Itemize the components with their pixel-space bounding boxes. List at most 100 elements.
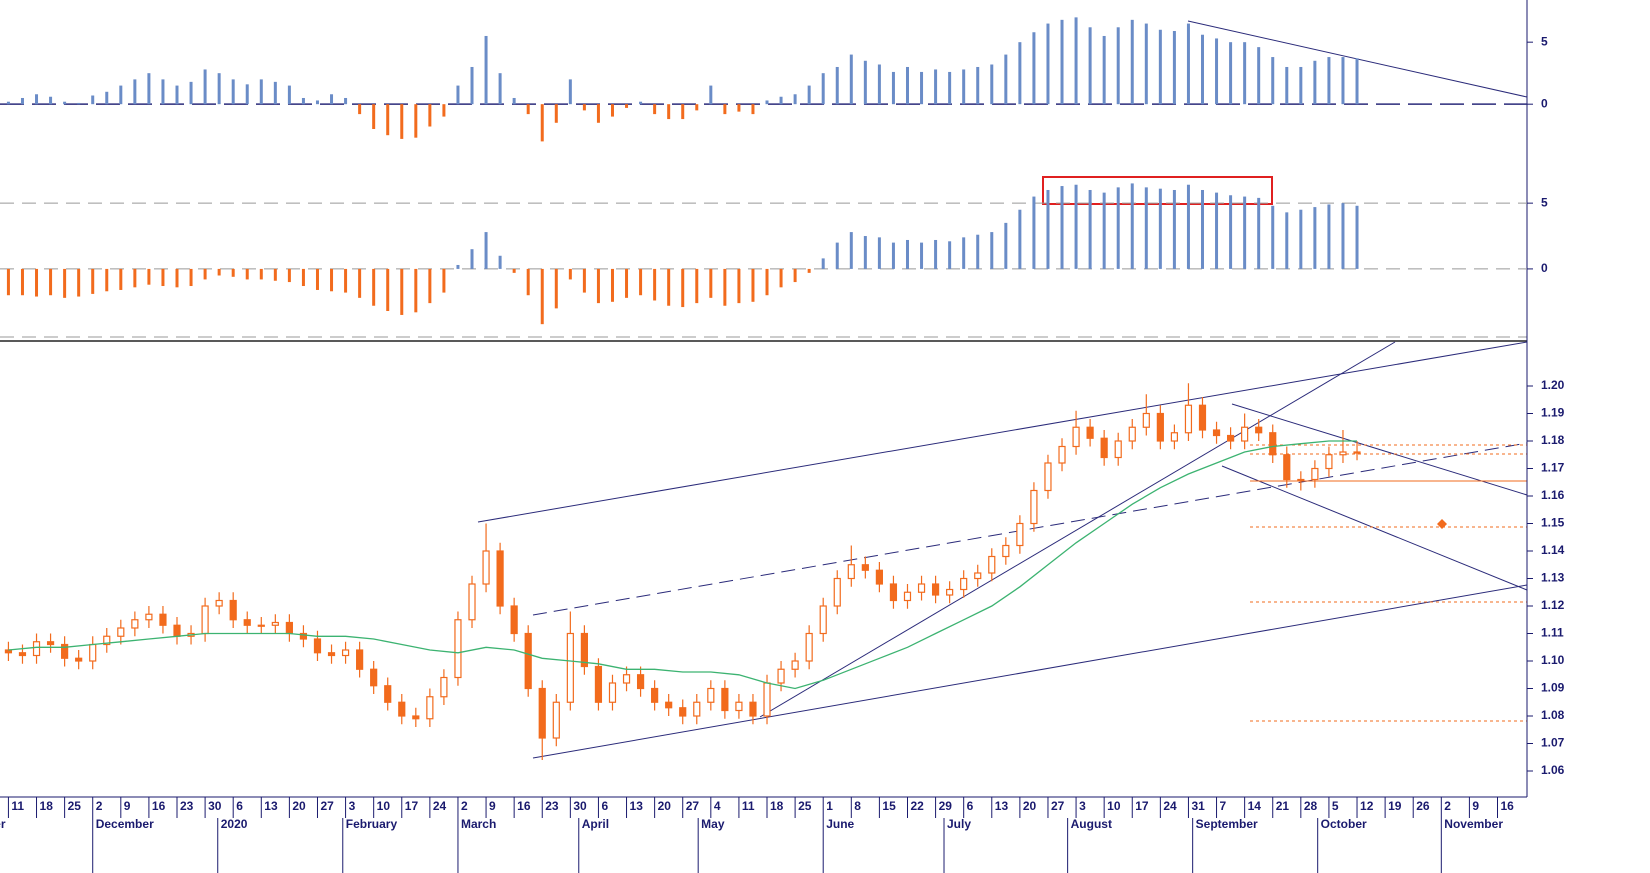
candle-body [875,569,883,585]
bar [105,91,109,105]
bar [596,104,600,123]
marker [1437,519,1447,529]
bar [1004,54,1008,105]
candle-body [819,605,827,635]
candle-body [1311,467,1319,481]
y-tick-label: 1.12 [1541,598,1565,612]
bar [386,104,390,136]
bar [1200,34,1204,105]
bar [1130,19,1134,105]
bar [189,81,193,105]
bar [119,268,123,290]
bar [287,85,291,105]
bar [133,79,137,105]
bar [681,268,685,308]
x-tick-label: 25 [798,799,812,813]
bar [20,268,24,296]
bar [470,249,474,269]
bar [1004,222,1008,269]
bar [582,268,586,293]
candle-body [18,652,27,657]
bar [119,85,123,105]
month-label: December [96,817,154,831]
bar [330,94,334,105]
bar [1355,205,1359,269]
candle-body [1156,412,1164,442]
candle-body [229,599,237,621]
bar [133,268,137,288]
bar [1102,35,1106,105]
x-tick-label: 3 [349,799,356,813]
x-tick-label: 9 [1472,799,1479,813]
bar [934,239,938,269]
bar [526,104,530,115]
trend-line [532,584,1528,759]
panel: 1.06 1.07 1.08 1.09 1.10 1.11 1.12 1.13 1.14 1.15… [0,378,1565,873]
y-tick-label: 1.06 [1541,763,1565,777]
candle-body [889,583,898,602]
bar [1271,205,1275,269]
bar [344,97,348,105]
bar [1243,42,1247,105]
bar [1046,23,1050,105]
bar [653,268,657,301]
month-label: October [1321,817,1367,831]
x-tick-label: 15 [882,799,896,813]
bar [1200,189,1204,269]
bar [442,268,446,293]
candle-body [974,572,982,580]
bar [35,94,39,105]
bar [1116,187,1120,269]
bar [1060,19,1064,105]
bar [582,104,586,111]
month-label: August [1071,817,1112,831]
candle-body [988,555,996,574]
candle-body [1353,451,1361,454]
bar [765,100,769,105]
bar [540,268,544,325]
bar [175,268,179,288]
trend-line [1231,403,1528,496]
candle-body [1184,404,1193,434]
bar [1158,29,1162,105]
month-label: 2020 [221,817,248,831]
x-tick-label: 3 [1079,799,1086,813]
candle-body [1128,426,1136,442]
month-label: February [346,817,398,831]
bar [920,242,924,269]
bar [1285,212,1289,269]
candle-body [1100,437,1108,459]
bar [765,268,769,296]
bar [540,104,544,142]
bar [63,268,67,298]
bar [77,102,81,105]
candle-body [313,638,322,654]
bar [358,104,362,115]
y-tick-label: 1.18 [1541,433,1565,447]
bar [821,73,825,105]
bar [1172,31,1176,105]
x-tick-label: 10 [1107,799,1121,813]
x-tick-label: 4 [714,799,721,813]
candle-body [440,676,448,698]
x-tick-label: 18 [40,799,54,813]
bar [807,268,811,273]
month-label: November [1444,817,1503,831]
x-tick-label: 22 [910,799,924,813]
bar [1158,188,1162,269]
bar [1032,196,1036,269]
month-label: May [701,817,725,831]
bar [849,232,853,269]
bar [639,101,643,105]
bar [1088,189,1092,269]
x-tick-label: 6 [601,799,608,813]
candle-body [735,701,743,712]
bar [1299,66,1303,105]
x-tick-label: 19 [1388,799,1402,813]
x-tick-label: 5 [1332,799,1339,813]
panel: 05 [0,183,1548,325]
x-tick-label: 12 [1360,799,1374,813]
y-tick-label: 1.11 [1541,626,1564,640]
y-tick-label: 0 [1541,261,1548,275]
